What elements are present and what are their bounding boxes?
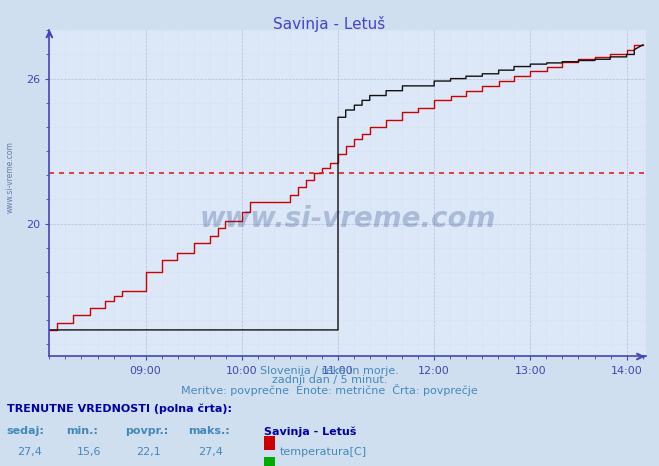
Text: min.:: min.: xyxy=(66,426,98,436)
Text: sedaj:: sedaj: xyxy=(7,426,44,436)
Text: TRENUTNE VREDNOSTI (polna črta):: TRENUTNE VREDNOSTI (polna črta): xyxy=(7,403,231,414)
Text: www.si-vreme.com: www.si-vreme.com xyxy=(5,141,14,213)
Text: 22,1: 22,1 xyxy=(136,447,161,457)
Text: www.si-vreme.com: www.si-vreme.com xyxy=(200,206,496,233)
Text: 27,4: 27,4 xyxy=(17,447,42,457)
Text: Savinja - Letuš: Savinja - Letuš xyxy=(264,426,356,437)
Text: Savinja - Letuš: Savinja - Letuš xyxy=(273,16,386,32)
Text: povpr.:: povpr.: xyxy=(125,426,169,436)
Text: zadnji dan / 5 minut.: zadnji dan / 5 minut. xyxy=(272,375,387,385)
Text: temperatura[C]: temperatura[C] xyxy=(280,447,367,457)
Text: maks.:: maks.: xyxy=(188,426,229,436)
Text: 15,6: 15,6 xyxy=(76,447,101,457)
Text: Meritve: povprečne  Enote: metrične  Črta: povprečje: Meritve: povprečne Enote: metrične Črta:… xyxy=(181,384,478,397)
Text: 27,4: 27,4 xyxy=(198,447,223,457)
Text: Slovenija / reke in morje.: Slovenija / reke in morje. xyxy=(260,366,399,376)
